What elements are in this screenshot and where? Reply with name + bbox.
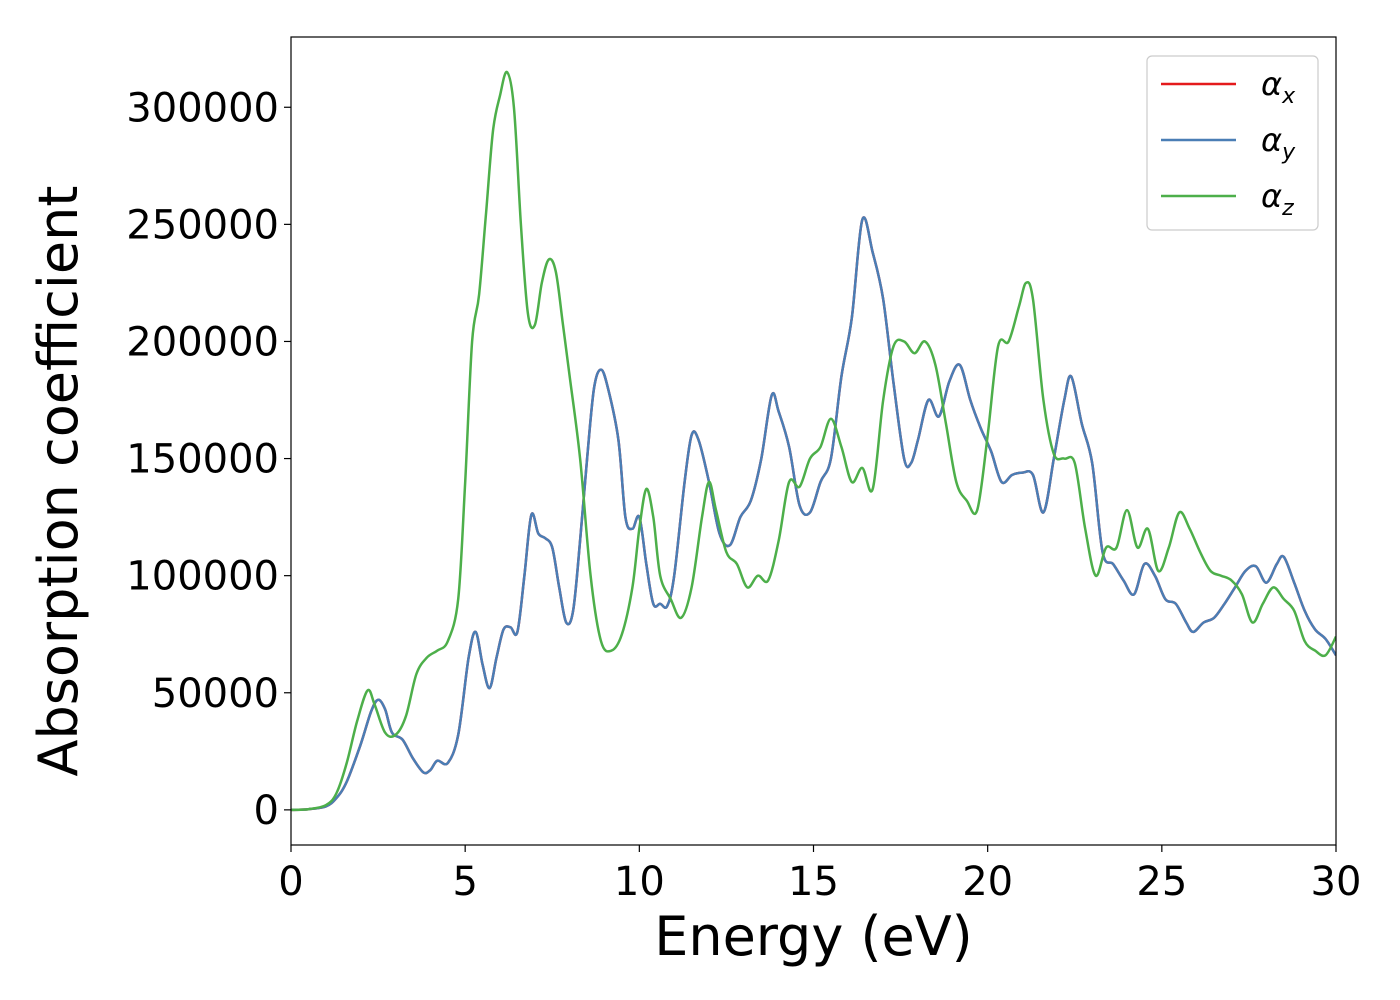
y-tick-label: 200000: [126, 319, 279, 365]
y-tick-label: 250000: [126, 202, 279, 248]
y-axis: 0 50000 100000 150000 200000 250000 300000: [126, 85, 291, 834]
series-line-z: [291, 70, 1336, 812]
series-line-y: [291, 216, 1336, 812]
x-tick-label: 20: [962, 859, 1013, 905]
y-tick-label: 50000: [152, 671, 279, 717]
y-tick-label: 300000: [126, 85, 279, 131]
series-layer: [291, 70, 1336, 812]
x-axis: 0 5 10 15 20 25 30: [278, 845, 1361, 905]
x-tick-label: 5: [452, 859, 477, 905]
y-tick-label: 100000: [126, 554, 279, 600]
x-tick-label: 10: [614, 859, 665, 905]
legend-label-z: αz: [1261, 177, 1294, 221]
legend-box: [1146, 55, 1319, 231]
x-axis-title: Energy (eV): [654, 905, 973, 968]
x-tick-label: 25: [1136, 859, 1187, 905]
y-axis-title: Absorption coefficient: [27, 186, 90, 777]
x-tick-label: 30: [1311, 859, 1362, 905]
x-tick-label: 0: [278, 859, 303, 905]
legend-label-x: αx: [1261, 65, 1296, 109]
x-tick-label: 15: [788, 859, 839, 905]
legend: αx αy αz: [1146, 55, 1319, 231]
y-tick-label: 150000: [126, 437, 279, 483]
y-tick-label: 0: [254, 788, 279, 834]
legend-label-y: αy: [1261, 121, 1296, 165]
